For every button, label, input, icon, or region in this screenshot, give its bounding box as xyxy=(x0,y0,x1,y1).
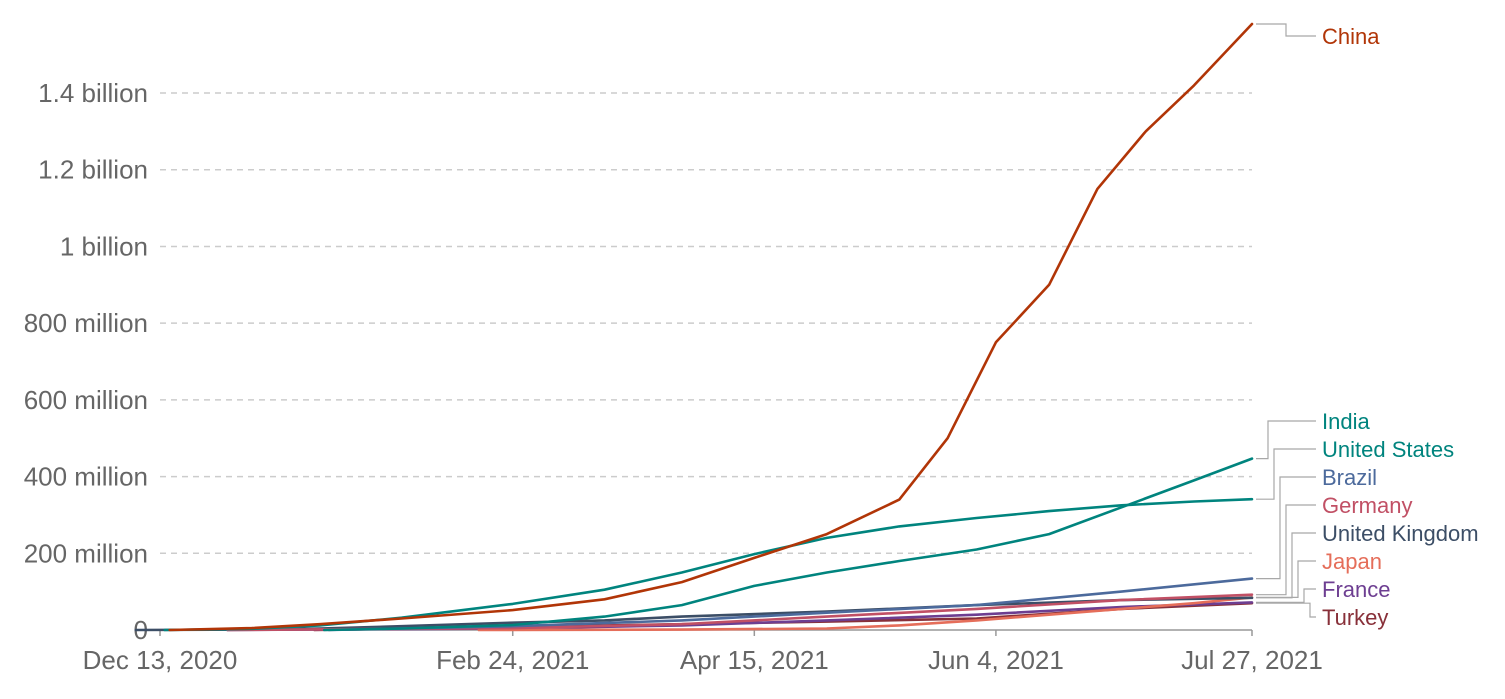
x-tick-label: Dec 13, 2020 xyxy=(83,645,238,675)
series-line-japan xyxy=(477,596,1254,632)
grid-layer xyxy=(160,92,1252,555)
x-tick-label: Jun 4, 2021 xyxy=(928,645,1064,675)
series-label-united-kingdom: United Kingdom xyxy=(1322,521,1479,546)
leader-layer xyxy=(1256,23,1316,618)
leader-line-japan xyxy=(1256,560,1316,598)
series-label-france: France xyxy=(1322,577,1390,602)
x-tick-label: Jul 27, 2021 xyxy=(1181,645,1323,675)
leader-line-germany xyxy=(1256,504,1316,596)
series-label-brazil: Brazil xyxy=(1322,465,1377,490)
leader-line-united-states xyxy=(1256,448,1316,500)
leader-line-china xyxy=(1256,23,1316,37)
series-line-china xyxy=(168,22,1254,632)
series-line-india xyxy=(323,457,1254,632)
series-label-china: China xyxy=(1322,24,1380,49)
series-label-japan: Japan xyxy=(1322,549,1382,574)
x-tick-label: Feb 24, 2021 xyxy=(436,645,589,675)
y-tick-label: 1 billion xyxy=(60,231,148,261)
y-tick-label: 800 million xyxy=(24,308,148,338)
series-layer xyxy=(134,22,1254,632)
y-tick-label: 1.4 billion xyxy=(38,78,148,108)
x-tick-label: Apr 15, 2021 xyxy=(680,645,829,675)
leader-line-france xyxy=(1256,588,1316,603)
leader-line-turkey xyxy=(1256,602,1316,618)
series-line-germany xyxy=(226,593,1254,632)
series-label-germany: Germany xyxy=(1322,493,1412,518)
series-label-india: India xyxy=(1322,409,1370,434)
leader-line-india xyxy=(1256,420,1316,460)
leader-line-brazil xyxy=(1256,476,1316,580)
label-layer: China India United States Brazil Germany Unit… xyxy=(1322,24,1479,630)
y-tick-label: 1.2 billion xyxy=(38,155,148,185)
series-label-turkey: Turkey xyxy=(1322,605,1388,630)
y-tick-label: 200 million xyxy=(24,538,148,568)
y-tick-label: 400 million xyxy=(24,462,148,492)
series-label-united-states: United States xyxy=(1322,437,1454,462)
y-tick-label: 600 million xyxy=(24,385,148,415)
